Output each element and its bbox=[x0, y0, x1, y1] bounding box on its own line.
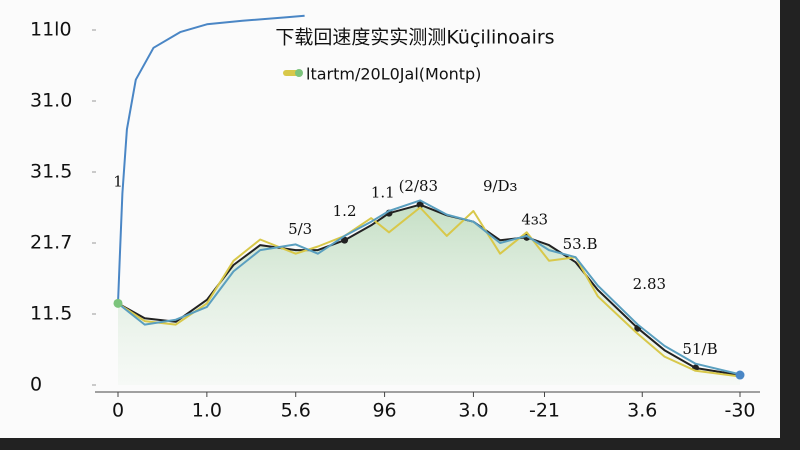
frame-edge bbox=[0, 438, 800, 450]
annotation: 1.1 bbox=[371, 183, 395, 201]
start-point bbox=[113, 298, 123, 308]
y-tick-label: 31.5 bbox=[30, 161, 72, 183]
point bbox=[341, 236, 349, 244]
annotation: 53.B bbox=[563, 235, 598, 253]
legend-label: ltartm/20L0Jal(Montp) bbox=[306, 65, 481, 84]
annotation: 9/Dɜ bbox=[483, 177, 518, 195]
annotation: 1.2 bbox=[333, 202, 357, 220]
y-tick-label: 11.5 bbox=[30, 303, 72, 325]
x-tick-label: 3.6 bbox=[627, 400, 657, 422]
legend-dot bbox=[295, 69, 303, 77]
chart-title: 下载回速度实实测测Küçilinoairs bbox=[275, 27, 554, 49]
x-tick-label: 0 bbox=[112, 400, 124, 422]
frame-edge bbox=[780, 0, 800, 450]
annotation: 2.83 bbox=[633, 275, 666, 293]
y-tick-label: 31.0 bbox=[30, 90, 72, 112]
annotation: 5/3 bbox=[288, 220, 312, 238]
line bbox=[117, 199, 741, 376]
y-tick-label: 0 bbox=[30, 374, 42, 396]
x-tick-label: 3.0 bbox=[458, 400, 488, 422]
y-tick-label: 21.7 bbox=[30, 232, 72, 254]
annotation: 4ɜ3 bbox=[521, 210, 548, 228]
line bbox=[117, 14, 305, 304]
y-tick-label: 11l0 bbox=[30, 19, 72, 41]
point bbox=[416, 201, 424, 209]
annotation: 51/B bbox=[682, 340, 717, 358]
line bbox=[117, 206, 741, 378]
area bbox=[118, 204, 740, 385]
legend-swatch bbox=[283, 70, 299, 76]
x-tick-label: 96 bbox=[372, 400, 396, 422]
x-tick-label: -21 bbox=[529, 400, 560, 422]
x-tick-label: 5.6 bbox=[281, 400, 311, 422]
annotation: 1 bbox=[113, 173, 123, 191]
annotation: (2/83 bbox=[399, 177, 439, 195]
x-tick-label: -30 bbox=[724, 400, 755, 422]
end-point bbox=[735, 370, 745, 380]
x-tick-label: 1.0 bbox=[192, 400, 222, 422]
